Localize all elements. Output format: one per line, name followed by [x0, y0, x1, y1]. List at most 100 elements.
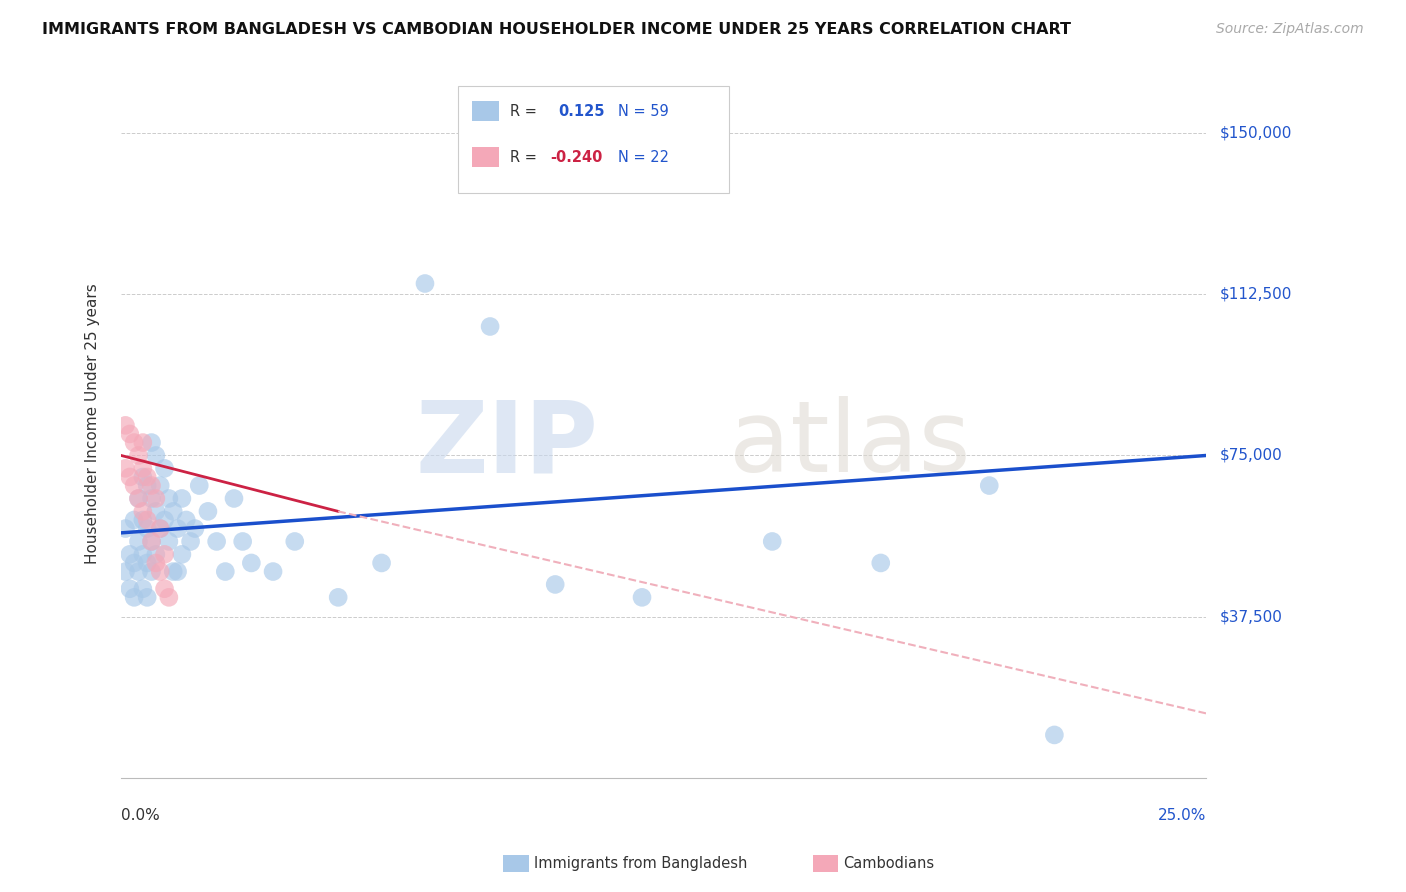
Point: [132, 504, 155, 518]
Point: [132, 513, 155, 527]
Text: $75,000: $75,000: [1220, 448, 1282, 463]
Point: [166, 565, 188, 579]
Point: [141, 534, 163, 549]
Text: 0.0%: 0.0%: [121, 808, 160, 823]
Point: [149, 522, 172, 536]
Text: N = 22: N = 22: [619, 150, 669, 165]
Point: [162, 565, 184, 579]
Point: [180, 534, 202, 549]
Point: [145, 449, 167, 463]
Point: [222, 491, 245, 506]
Point: [328, 591, 350, 605]
Point: [122, 591, 145, 605]
Y-axis label: Householder Income Under 25 years: Householder Income Under 25 years: [86, 283, 100, 564]
Text: Cambodians: Cambodians: [844, 856, 935, 871]
Point: [166, 522, 188, 536]
Point: [149, 522, 172, 536]
Point: [141, 478, 163, 492]
FancyBboxPatch shape: [471, 147, 499, 167]
Point: [145, 491, 167, 506]
Point: [214, 565, 236, 579]
Point: [188, 478, 211, 492]
Point: [205, 534, 228, 549]
Point: [157, 591, 180, 605]
Point: [170, 547, 193, 561]
Point: [1043, 728, 1066, 742]
FancyBboxPatch shape: [457, 87, 728, 193]
Point: [114, 418, 136, 433]
Point: [232, 534, 254, 549]
Point: [479, 319, 502, 334]
Point: [128, 491, 150, 506]
Point: [136, 522, 159, 536]
Point: [141, 565, 163, 579]
Text: atlas: atlas: [728, 396, 970, 493]
FancyBboxPatch shape: [471, 101, 499, 121]
Point: [174, 513, 197, 527]
Text: -0.240: -0.240: [550, 150, 602, 165]
Point: [136, 478, 159, 492]
Point: [118, 427, 141, 442]
Point: [197, 504, 219, 518]
Point: [132, 470, 155, 484]
Point: [157, 491, 180, 506]
Text: N = 59: N = 59: [619, 103, 669, 119]
Point: [122, 513, 145, 527]
Point: [240, 556, 263, 570]
Point: [145, 556, 167, 570]
Text: $37,500: $37,500: [1220, 609, 1284, 624]
Point: [149, 478, 172, 492]
Point: [132, 547, 155, 561]
Text: Immigrants from Bangladesh: Immigrants from Bangladesh: [534, 856, 748, 871]
Point: [170, 491, 193, 506]
Text: 25.0%: 25.0%: [1159, 808, 1206, 823]
Text: R =: R =: [509, 103, 537, 119]
Text: 0.125: 0.125: [558, 103, 605, 119]
Point: [114, 461, 136, 475]
Point: [544, 577, 567, 591]
Point: [128, 449, 150, 463]
Point: [979, 478, 1001, 492]
Point: [118, 582, 141, 596]
Point: [141, 435, 163, 450]
Text: IMMIGRANTS FROM BANGLADESH VS CAMBODIAN HOUSEHOLDER INCOME UNDER 25 YEARS CORREL: IMMIGRANTS FROM BANGLADESH VS CAMBODIAN …: [42, 22, 1071, 37]
Point: [153, 547, 176, 561]
Point: [141, 534, 163, 549]
Point: [122, 478, 145, 492]
Point: [184, 522, 207, 536]
Point: [128, 565, 150, 579]
Point: [132, 582, 155, 596]
Point: [128, 491, 150, 506]
Point: [153, 461, 176, 475]
Point: [114, 522, 136, 536]
Text: R =: R =: [509, 150, 537, 165]
Point: [136, 513, 159, 527]
Point: [869, 556, 891, 570]
Point: [122, 435, 145, 450]
Point: [132, 461, 155, 475]
Point: [284, 534, 307, 549]
Text: ZIP: ZIP: [416, 396, 599, 493]
Point: [153, 582, 176, 596]
Point: [162, 504, 184, 518]
Point: [149, 565, 172, 579]
Point: [118, 470, 141, 484]
Point: [370, 556, 392, 570]
Point: [157, 534, 180, 549]
Point: [141, 491, 163, 506]
Point: [122, 556, 145, 570]
Point: [262, 565, 284, 579]
Text: $150,000: $150,000: [1220, 126, 1292, 141]
Point: [114, 565, 136, 579]
Point: [631, 591, 654, 605]
Point: [145, 547, 167, 561]
Point: [132, 435, 155, 450]
Point: [136, 591, 159, 605]
Point: [761, 534, 783, 549]
Point: [413, 277, 436, 291]
Text: $112,500: $112,500: [1220, 286, 1292, 301]
Point: [136, 556, 159, 570]
Text: Source: ZipAtlas.com: Source: ZipAtlas.com: [1216, 22, 1364, 37]
Point: [136, 470, 159, 484]
Point: [128, 534, 150, 549]
